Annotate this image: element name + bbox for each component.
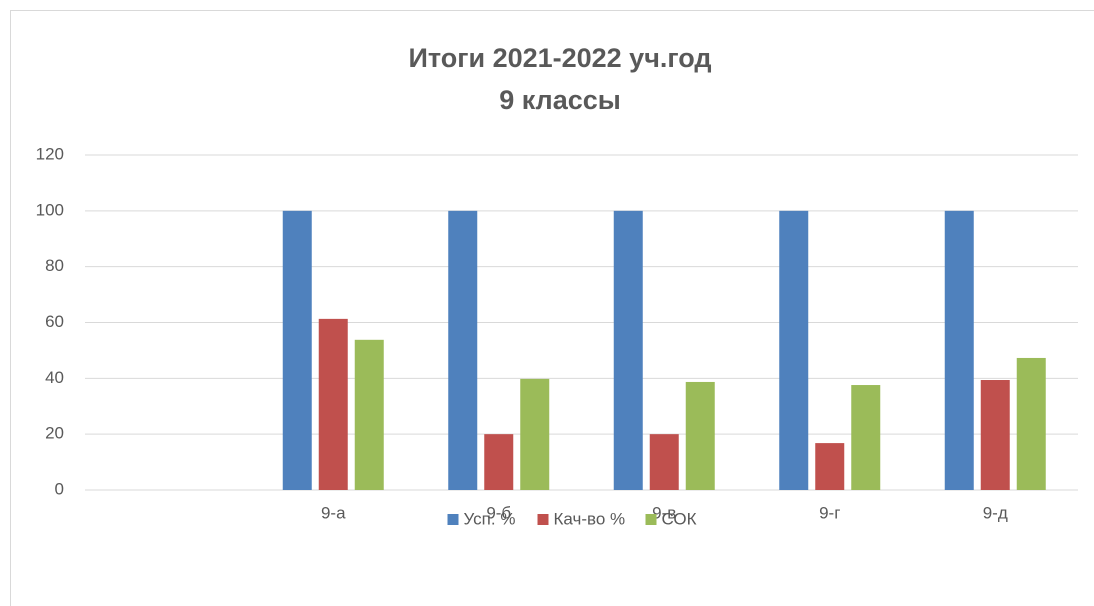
legend-label: Усп. % — [464, 509, 516, 528]
bar — [685, 381, 715, 490]
bar — [980, 380, 1010, 490]
bar — [448, 210, 478, 491]
y-tick-label: 0 — [55, 479, 64, 498]
legend-swatch — [645, 514, 657, 525]
bar — [779, 210, 809, 491]
y-tick-label: 40 — [45, 368, 64, 387]
bar — [649, 434, 679, 490]
bar — [944, 210, 974, 491]
bar — [1016, 357, 1046, 490]
bar — [815, 443, 845, 490]
x-tick-label: 9-д — [983, 503, 1008, 522]
x-tick-label: 9-б — [486, 503, 511, 522]
chart-frame — [10, 10, 1094, 606]
bar — [354, 339, 384, 490]
y-tick-label: 20 — [45, 424, 64, 443]
x-tick-label: 9-а — [321, 503, 346, 522]
bar — [318, 318, 348, 490]
bar — [851, 385, 881, 490]
chart-subtitle: 9 классы — [499, 85, 621, 115]
bar — [613, 210, 643, 491]
y-tick-label: 80 — [45, 256, 64, 275]
y-tick-label: 100 — [36, 200, 64, 219]
legend-label: Кач-во % — [554, 509, 626, 528]
legend-label: СОК — [662, 509, 697, 528]
bar — [484, 434, 514, 490]
bar — [282, 210, 312, 491]
x-tick-label: 9-в — [652, 503, 676, 522]
legend-swatch — [537, 514, 549, 525]
chart-title: Итоги 2021-2022 уч.год — [408, 43, 711, 73]
x-tick-label: 9-г — [819, 503, 840, 522]
y-tick-label: 120 — [36, 144, 64, 163]
bar — [520, 378, 550, 490]
legend-swatch — [447, 514, 459, 525]
y-tick-label: 60 — [45, 312, 64, 331]
